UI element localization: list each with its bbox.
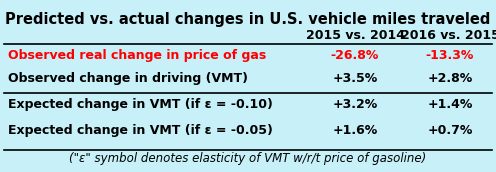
Text: Observed change in driving (VMT): Observed change in driving (VMT)	[8, 72, 248, 85]
Text: Predicted vs. actual changes in U.S. vehicle miles traveled: Predicted vs. actual changes in U.S. veh…	[5, 12, 491, 27]
Text: +1.6%: +1.6%	[332, 124, 377, 137]
Text: Expected change in VMT (if ε = -0.05): Expected change in VMT (if ε = -0.05)	[8, 124, 273, 137]
Text: +1.4%: +1.4%	[428, 98, 473, 111]
Text: +0.7%: +0.7%	[428, 124, 473, 137]
Text: -13.3%: -13.3%	[426, 49, 474, 62]
Text: Expected change in VMT (if ε = -0.10): Expected change in VMT (if ε = -0.10)	[8, 98, 273, 111]
Text: +2.8%: +2.8%	[428, 72, 473, 85]
Text: +3.5%: +3.5%	[332, 72, 377, 85]
Text: -26.8%: -26.8%	[331, 49, 379, 62]
Text: ("ε" symbol denotes elasticity of VMT w/r/t price of gasoline): ("ε" symbol denotes elasticity of VMT w/…	[69, 152, 427, 165]
Text: 2015 vs. 2014: 2015 vs. 2014	[306, 29, 405, 42]
Text: +3.2%: +3.2%	[332, 98, 377, 111]
Text: Observed real change in price of gas: Observed real change in price of gas	[8, 49, 266, 62]
Text: 2016 vs. 2015: 2016 vs. 2015	[401, 29, 496, 42]
